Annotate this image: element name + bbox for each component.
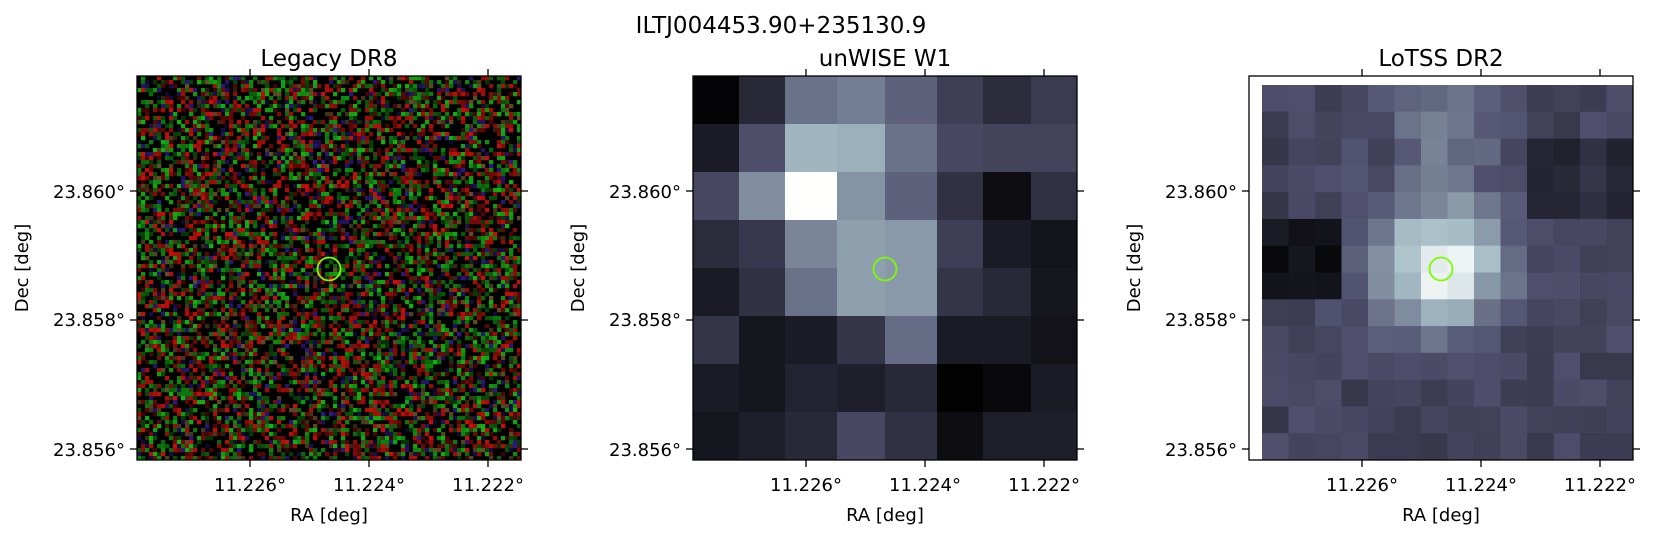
panel-title: Legacy DR8 — [260, 46, 397, 72]
tick-marks — [130, 69, 528, 467]
y-tick-label: 23.856° — [609, 440, 681, 461]
lotss-image — [1249, 76, 1634, 461]
y-axis-label: Dec [deg] — [1124, 224, 1145, 313]
legacy-image — [137, 76, 522, 461]
unwise-image — [693, 76, 1078, 461]
y-tick-label: 23.858° — [609, 310, 681, 331]
tick-marks — [686, 69, 1084, 467]
y-tick-label: 23.858° — [53, 310, 125, 331]
x-tick-label: 11.226° — [770, 475, 842, 496]
x-tick-label: 11.224° — [333, 475, 405, 496]
y-tick-label: 23.860° — [1165, 182, 1237, 203]
panel-title: LoTSS DR2 — [1378, 46, 1503, 72]
y-axis-label: Dec [deg] — [12, 224, 33, 313]
figure-title: ILTJ004453.90+235130.9 — [636, 13, 927, 39]
y-tick-label: 23.856° — [53, 440, 125, 461]
plot-frame — [692, 75, 1078, 461]
panel-legacy-dr8: Legacy DR8 11.226° 11.224° 11.222° 23.86… — [12, 46, 528, 526]
panel-unwise-w1: unWISE W1 11.226° 11.224° 11.222° 23.860… — [568, 46, 1084, 526]
x-tick-label: 11.222° — [1008, 475, 1080, 496]
y-tick-label: 23.856° — [1165, 440, 1237, 461]
x-tick-label: 11.226° — [1326, 475, 1398, 496]
x-tick-label: 11.222° — [1564, 475, 1636, 496]
panel-lotss-dr2: LoTSS DR2 11.226° 11.224° 11.222° 23.860… — [1124, 46, 1640, 526]
x-axis-label: RA [deg] — [1402, 505, 1480, 526]
x-axis-label: RA [deg] — [846, 505, 924, 526]
source-marker — [872, 256, 898, 282]
tick-marks — [1242, 69, 1640, 467]
plot-frame — [1248, 75, 1634, 461]
y-tick-label: 23.860° — [53, 182, 125, 203]
source-marker — [1428, 256, 1454, 282]
x-tick-label: 11.224° — [889, 475, 961, 496]
y-tick-label: 23.860° — [609, 182, 681, 203]
source-marker — [316, 256, 342, 282]
x-tick-label: 11.224° — [1445, 475, 1517, 496]
y-axis-label: Dec [deg] — [568, 224, 589, 313]
plot-frame — [136, 75, 522, 461]
x-tick-label: 11.222° — [452, 475, 524, 496]
y-tick-label: 23.858° — [1165, 310, 1237, 331]
x-tick-label: 11.226° — [214, 475, 286, 496]
panel-title: unWISE W1 — [819, 46, 952, 72]
x-axis-label: RA [deg] — [290, 505, 368, 526]
